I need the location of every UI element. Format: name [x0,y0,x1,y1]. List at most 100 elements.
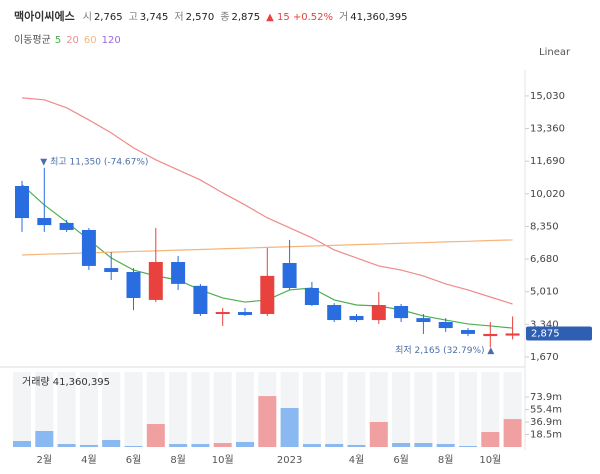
volume-slot [79,372,98,447]
volume-bar [191,444,210,447]
volume-bar [369,422,388,447]
volume-bar [280,408,299,447]
candle-body [126,271,141,298]
volume-bar [236,442,254,447]
field-label: 저 [174,11,183,23]
x-tick-label: 10월 [212,454,234,466]
volume-bar [436,444,455,447]
candle-body [304,288,319,306]
legend-entry: 120 [102,35,121,46]
candle-body [171,262,186,284]
x-tick-label: 4월 [81,454,97,466]
legend-entry: 5 [55,35,61,46]
x-tick-label: 6월 [126,454,142,466]
candle-body [238,312,252,315]
price-tag-label: 2,875 [531,328,560,339]
legend-entry: 20 [66,35,79,46]
y-tick-label: 11,690 [530,156,565,167]
volume-bar [124,445,143,447]
candle-body [148,262,163,300]
candle-body [416,318,431,323]
field-value: 41,360,395 [350,12,407,23]
candle-body [260,275,275,314]
field-label: 거 [339,11,348,23]
volume-bar [325,444,344,447]
volume-bar [169,444,188,447]
x-tick-label: 2023 [277,455,302,466]
y-tick-label: 5,010 [530,287,559,298]
candle-body [505,333,520,336]
volume-slot [191,372,210,447]
volume-slot [481,372,500,447]
header: 맥아이씨에스 시 2,765 고 3,745 저 2,570 종 2,875 ▲ 15 +0.52… [14,9,408,23]
candle-body [59,222,74,230]
field-value: 2,570 [186,12,215,23]
y-tick-label: 8,350 [530,221,559,232]
x-tick-label: 10월 [479,454,501,466]
candle-body [215,312,230,314]
volume-bar [459,445,477,447]
y-tick-label: 73.9m [530,392,562,403]
candle-body [193,285,208,314]
volume-bar [392,443,411,447]
annotation: 최저 2,165 (32.79%) ▲ [395,345,494,356]
ma-line [21,97,513,305]
field-label: 시 [83,11,92,23]
y-tick-label: 3,340 [530,319,559,330]
volume-slot [169,372,188,447]
x-tick-label: 8월 [170,454,186,466]
field-value: ▲ 15 +0.52% [266,12,333,23]
field-value: 2,765 [94,12,123,23]
volume-bar [146,424,165,447]
field-label: 고 [129,12,138,23]
ma-title: 이동평균 [14,34,51,46]
candle-body [104,268,119,272]
volume-bar [79,444,98,447]
candle-body [327,305,342,321]
y-tick-label: 55.4m [530,405,562,416]
volume-bar [35,430,54,447]
candle-body [15,185,29,219]
candle-body [282,262,297,289]
x-tick-label: 6월 [393,454,409,466]
y-tick-label: 36.9m [530,417,562,428]
volume-bar [102,439,121,447]
volume-slot [302,372,321,447]
volume-slot [124,372,143,447]
y-tick-label: 18.5m [530,430,562,441]
candle-body [349,315,364,321]
volume-bar [503,419,522,447]
x-tick-label: 2월 [37,454,53,466]
x-tick-label: 4월 [349,454,365,466]
y-tick-label: 6,680 [530,254,559,265]
candle-body [371,305,386,321]
x-tick-label: 8월 [438,454,454,466]
field-label: 종 [220,11,229,23]
field-value: 2,875 [231,12,260,23]
volume-bar [302,444,321,447]
volume-slot [236,372,254,447]
volume-slot [392,372,411,447]
y-tick-label: 10,020 [530,189,565,200]
candle-body [394,305,409,319]
candle-body [461,330,475,334]
volume-bar [414,443,433,447]
volume-bar [57,444,76,447]
annotation: ▼ 최고 11,350 (-74.67%) [40,156,148,167]
ma-line [21,239,513,256]
candle-body [483,333,498,337]
y-tick-label: 1,670 [530,352,559,363]
y-tick-label: 15,030 [530,91,565,102]
volume-slot [414,372,433,447]
y-tick-label: 13,360 [530,124,565,135]
volume-bar [347,444,366,447]
volume-bar [213,443,232,447]
scale-mode: Linear [539,47,571,58]
volume-slot [13,372,31,447]
stock-name: 맥아이씨에스 [14,9,75,23]
volume-slot [459,372,477,447]
volume-bar [481,432,500,447]
volume-slot [347,372,366,447]
